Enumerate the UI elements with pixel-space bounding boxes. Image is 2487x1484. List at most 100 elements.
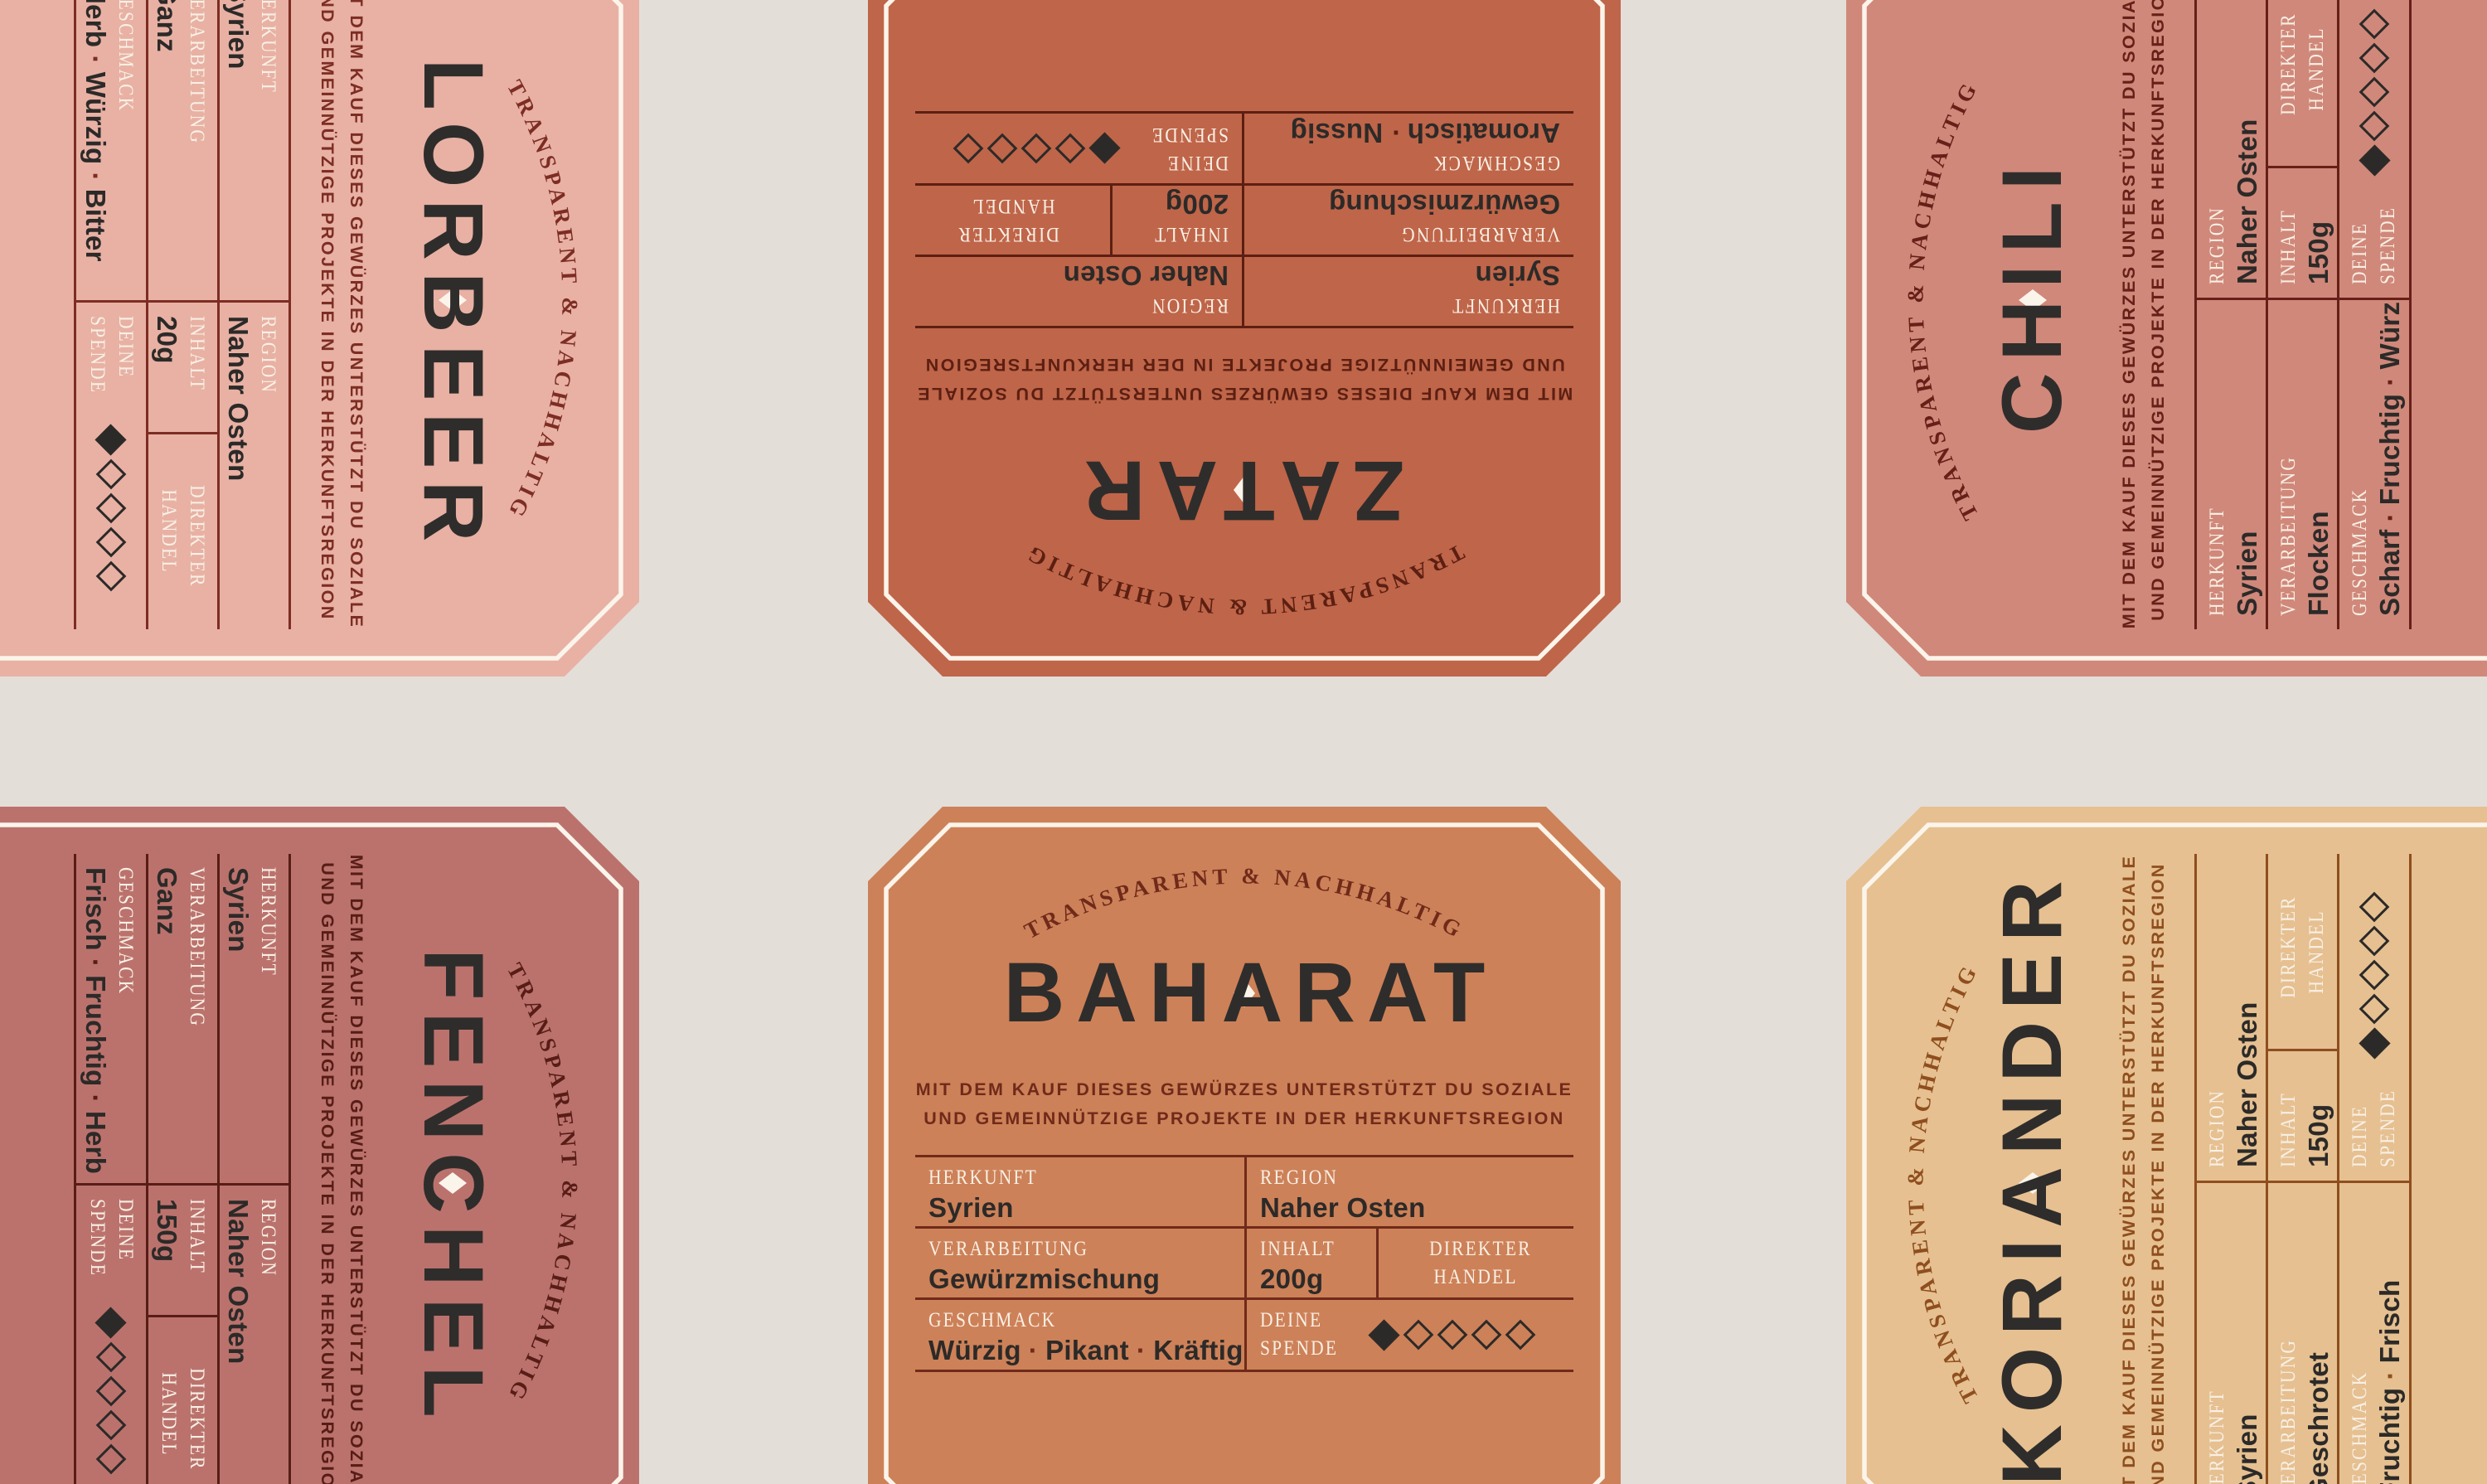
inhalt-label: INHALT [2277,1092,2300,1167]
herkunft-cell: HERKUNFT Syrien [2197,300,2266,629]
taste-word: Herb [80,1110,111,1175]
region-value: Naher Osten [2232,119,2262,284]
donation-diamond-filled [2359,1027,2390,1059]
table-row-origin: HERKUNFT Syrien REGION Naher Osten [915,1155,1573,1226]
taste-word: Pikant [1045,1335,1129,1365]
taste-word: Frisch [80,867,111,951]
herkunft-value: Syrien [928,1192,1014,1223]
herkunft-value: Syrien [223,867,254,953]
info-table: HERKUNFT Syrien REGION Naher Osten VERAR… [915,111,1573,328]
donation-diamonds [957,138,1116,160]
table-row-processing: VERARBEITUNG Gewürzmischung INHALT 200g … [915,1226,1573,1297]
donation-diamond-empty [96,1410,127,1441]
deine-spende-label: DEINE SPENDE [2349,206,2399,284]
arc-tagline: TRANSPARENT & NACHHALTIG [502,75,583,524]
geschmack-cell: GESCHMACK Scharf · Fruchtig · Würzig [2339,300,2409,629]
direkter-handel-label: DIREKTER HANDEL [158,485,209,594]
taste-word: Fruchtig [2374,1387,2405,1484]
label-chili: TRANSPARENT & NACHHALTIG CHILI MIT DEM K… [1846,0,2487,677]
region-label: REGION [1150,294,1229,317]
verarbeitung-cell: VERARBEITUNG Ganz [148,0,217,300]
social-tagline: MIT DEM KAUF DIESES GEWÜRZES UNTERSTÜTZT… [2115,0,2173,630]
info-table: HERKUNFT Syrien REGION Naher Osten VERAR… [74,854,291,1484]
inhalt-value: 150g [2303,1103,2334,1167]
inhalt-value: 150g [2303,221,2334,284]
table-row-origin: HERKUNFT Syrien REGION Naher Osten [2194,854,2266,1484]
table-row-taste: GESCHMACK Frisch · Fruchtig · Herb DEINE SPE… [74,854,148,1484]
taste-word: Bitter [80,188,111,262]
table-row-taste: GESCHMACK Würzig · Pikant · Kräftig DEINE SP… [915,1297,1573,1372]
donation-diamond-empty [2359,994,2390,1025]
direkter-handel-cell: DIREKTER HANDEL [148,432,217,629]
verarbeitung-label: VERARBEITUNG [186,0,208,145]
verarbeitung-label: VERARBEITUNG [1399,223,1560,245]
social-tagline: MIT DEM KAUF DIESES GEWÜRZES UNTERSTÜTZT… [914,1075,1574,1133]
taste-separator: · [2374,512,2405,522]
inhalt-cell: INHALT 20g [148,300,217,432]
tagline-line-2: UND GEMEINNÜTZIGE PROJEKTE IN DER HERKUN… [2147,862,2168,1484]
info-table: HERKUNFT Syrien REGION Naher Osten VERAR… [915,1155,1573,1372]
inhalt-value: 150g [152,1199,182,1263]
info-table: HERKUNFT Syrien REGION Naher Osten VERAR… [2194,854,2412,1484]
taste-separator: · [1390,118,1400,148]
arc-tagline: TRANSPARENT & NACHHALTIG [1903,959,1983,1408]
donation-diamonds [1368,1318,1536,1351]
deine-spende-label: DEINE SPENDE [86,1199,137,1278]
geschmack-value: Scharf · Fruchtig · Würzig [2374,305,2406,616]
herkunft-cell: HERKUNFT Syrien [1244,257,1573,326]
direkter-handel-label: DIREKTER HANDEL [2276,889,2328,998]
verarbeitung-cell: VERARBEITUNG Ganz [148,854,217,1183]
verarbeitung-label: VERARBEITUNG [186,867,208,1028]
deine-spende-cell: DEINE SPENDE [2339,854,2409,1183]
donation-diamond-empty [1055,133,1086,164]
tagline-line-1: MIT DEM KAUF DIESES GEWÜRZES UNTERSTÜTZT… [347,854,366,1484]
table-row-origin: HERKUNFT Syrien REGION Naher Osten [915,257,1573,328]
taste-separator: · [2374,1370,2405,1380]
verarbeitung-label: VERARBEITUNG [928,1238,1089,1260]
region-label: REGION [2206,206,2228,284]
inner-border-line [1864,0,2487,658]
taste-word: Herb [80,0,111,48]
donation-diamond-empty [1505,1319,1536,1351]
direkter-handel-label: DIREKTER HANDEL [1429,1237,1539,1288]
deine-spende-cell: DEINE SPENDE [76,300,146,629]
spice-title: FENCHEL [406,948,501,1429]
herkunft-value: Syrien [2232,531,2262,616]
taste-word: Würzig [80,71,111,165]
spice-title: CHILI [1985,154,2079,434]
taste-word: Kräftig [1153,1335,1244,1365]
taste-word: Würzig [928,1335,1021,1365]
social-tagline: MIT DEM KAUF DIESES GEWÜRZES UNTERSTÜTZT… [914,350,1574,408]
tagline-line-2: UND GEMEINNÜTZIGE PROJEKTE IN DER HERKUN… [318,862,338,1484]
direkter-handel-cell: DIREKTER HANDEL [2268,854,2337,1051]
verarbeitung-cell: VERARBEITUNG Geschrotet [2268,1183,2337,1484]
taste-word: Nussig [1290,118,1384,148]
donation-diamond-empty [2359,111,2390,142]
info-table: HERKUNFT Syrien REGION Naher Osten VERAR… [74,0,291,629]
taste-separator: · [1136,1335,1147,1365]
herkunft-cell: HERKUNFT Syrien [2197,1183,2266,1484]
inner-border-line [884,822,1605,1484]
donation-diamond-empty [96,1444,127,1475]
herkunft-label: HERKUNFT [2206,1389,2228,1484]
deine-spende-cell: DEINE SPENDE [1244,1300,1573,1370]
inhalt-cell: INHALT 200g [1244,1229,1376,1297]
geschmack-label: GESCHMACK [114,867,137,996]
herkunft-value: Syrien [1475,260,1560,291]
table-row-processing: VERARBEITUNG Geschrotet INHALT 150g DIRE… [2266,854,2337,1484]
taste-word: Fruchtig [80,975,111,1087]
label-frame: TRANSPARENT & NACHHALTIG [0,0,639,677]
deine-spende-label: DEINE SPENDE [1150,124,1229,174]
taste-separator: · [2374,376,2405,386]
label-frame: TRANSPARENT & NACHHALTIG [1846,807,2487,1484]
inner-border-line [0,825,621,1484]
taste-separator: · [80,958,111,968]
geschmack-value: Würzig · Pikant · Kräftig [928,1335,1243,1366]
donation-diamonds [2363,896,2386,1055]
donation-diamond-empty [96,1376,127,1407]
donation-diamonds [2363,13,2386,172]
donation-diamond-empty [987,133,1018,164]
donation-diamond-filled [95,424,127,455]
direkter-handel-label: DIREKTER HANDEL [950,195,1059,246]
donation-diamond-empty [96,561,127,592]
